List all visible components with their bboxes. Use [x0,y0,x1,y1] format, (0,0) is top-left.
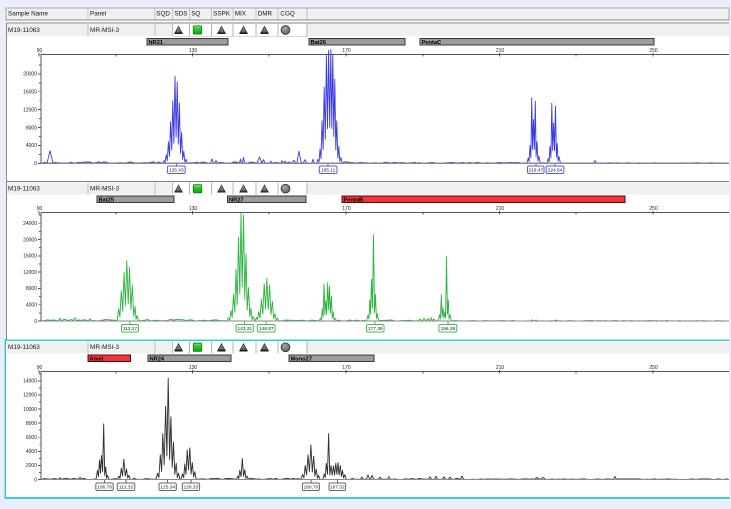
svg-text:250: 250 [649,48,658,54]
svg-text:2000: 2000 [26,463,37,469]
svg-text:16000: 16000 [23,90,37,96]
svg-text:160.70: 160.70 [304,485,319,491]
svg-text:6000: 6000 [26,435,37,441]
svg-text:24000: 24000 [23,221,37,227]
svg-text:NR21: NR21 [149,40,164,46]
svg-text:SDS: SDS [175,11,188,18]
svg-text:130: 130 [189,365,198,371]
svg-text:MR-MSI-3: MR-MSI-3 [90,344,120,351]
svg-text:MR-MSI-3: MR-MSI-3 [90,186,120,193]
svg-text:0: 0 [34,477,37,483]
svg-text:170: 170 [342,48,351,54]
svg-text:DMR: DMR [258,11,273,18]
svg-text:0: 0 [34,319,37,325]
svg-text:224.64: 224.64 [548,168,563,174]
svg-text:125.34: 125.34 [160,485,175,491]
svg-text:8000: 8000 [26,286,37,292]
svg-text:20000: 20000 [23,237,37,243]
svg-text:125.43: 125.43 [169,168,184,174]
svg-text:0: 0 [34,161,37,167]
svg-text:177.39: 177.39 [368,326,383,332]
svg-text:MR-MSI-3: MR-MSI-3 [90,27,120,34]
svg-text:M19-11063: M19-11063 [8,27,40,34]
svg-text:12000: 12000 [23,270,37,276]
svg-text:112.32: 112.32 [119,485,134,491]
svg-text:SSPK: SSPK [213,11,231,18]
svg-text:90: 90 [37,48,43,54]
svg-text:130: 130 [189,48,198,54]
svg-text:196.36: 196.36 [441,326,456,332]
svg-text:8000: 8000 [26,125,37,131]
svg-text:165.11: 165.11 [321,168,336,174]
svg-text:4000: 4000 [26,143,37,149]
svg-text:12000: 12000 [23,107,37,113]
svg-text:PentaB: PentaB [344,197,364,203]
svg-text:M19-11063: M19-11063 [8,186,40,193]
svg-text:210: 210 [496,206,505,212]
svg-text:20000: 20000 [23,72,37,78]
svg-text:Bat26: Bat26 [311,40,327,46]
svg-text:143.31: 143.31 [237,326,252,332]
svg-text:SQD: SQD [156,11,170,18]
svg-text:PentaC: PentaC [422,40,442,46]
svg-text:170: 170 [342,206,351,212]
svg-text:Mono27: Mono27 [291,357,313,363]
svg-text:NR24: NR24 [150,357,165,363]
svg-text:130: 130 [189,206,198,212]
svg-text:10000: 10000 [23,407,37,413]
svg-text:170: 170 [342,365,351,371]
svg-text:250: 250 [649,206,658,212]
svg-text:106.79: 106.79 [97,485,112,491]
svg-text:CGQ: CGQ [280,11,294,18]
svg-text:16000: 16000 [23,254,37,260]
svg-text:12000: 12000 [23,393,37,399]
svg-text:219.47: 219.47 [528,168,543,174]
svg-text:Panel: Panel [90,11,106,18]
svg-text:210: 210 [496,365,505,371]
svg-text:250: 250 [649,365,658,371]
svg-text:8000: 8000 [26,421,37,427]
svg-text:167.32: 167.32 [330,485,345,491]
svg-text:4000: 4000 [26,449,37,455]
svg-text:14000: 14000 [23,379,37,385]
svg-text:148.87: 148.87 [259,326,274,332]
svg-text:128.33: 128.33 [184,485,199,491]
svg-text:SQ: SQ [191,11,200,18]
svg-text:Bat25: Bat25 [99,197,115,203]
svg-text:MIX: MIX [235,11,247,18]
svg-text:4000: 4000 [26,303,37,309]
svg-text:M19-11063: M19-11063 [8,344,40,351]
svg-text:NR27: NR27 [229,197,244,203]
svg-text:Sample Name: Sample Name [8,11,48,18]
svg-text:Amel: Amel [90,357,104,363]
svg-text:113.27: 113.27 [123,326,138,332]
svg-text:90: 90 [37,365,43,371]
svg-text:210: 210 [496,48,505,54]
svg-text:90: 90 [37,206,43,212]
